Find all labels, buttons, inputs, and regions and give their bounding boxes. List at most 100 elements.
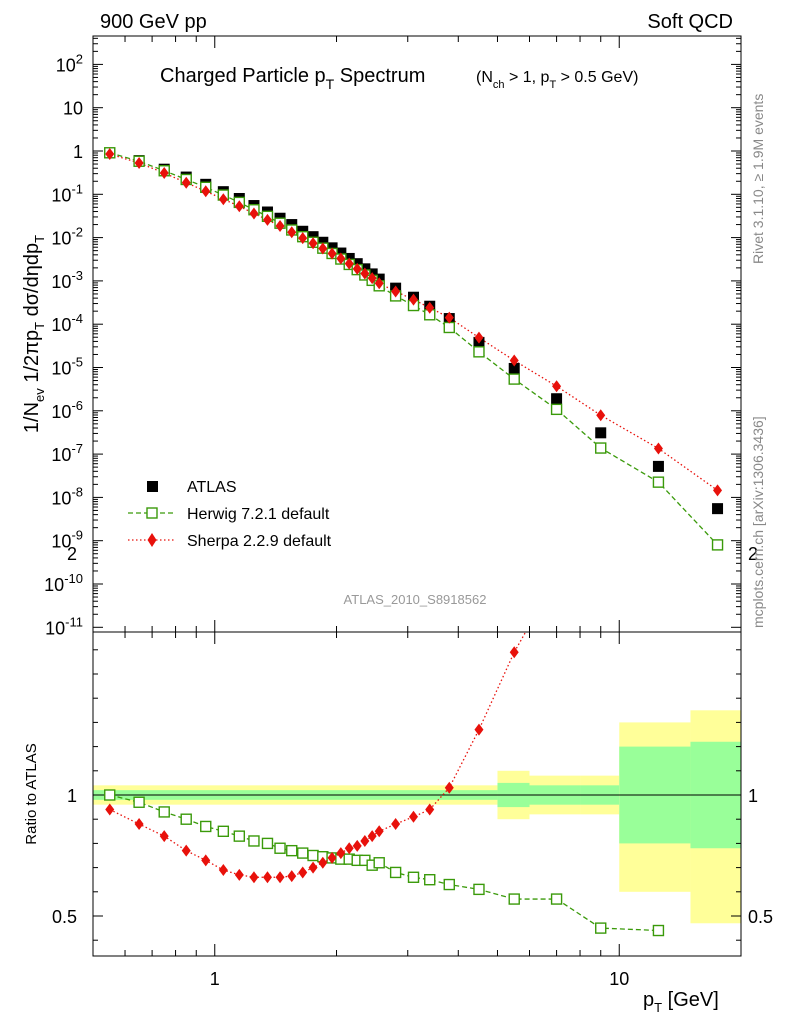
ratio-point-herwig: [274, 842, 286, 854]
main-point-sherpa: [262, 213, 272, 226]
main-panel: 102 10 1 10-1 10-2 10-3 10-4 10-5 10-6 10-7 10-8 10…: [44, 35, 742, 638]
ratio-point-sherpa: [509, 646, 519, 659]
ratio-point-herwig: [104, 789, 116, 801]
main-title: Charged Particle pT Spectrum: [160, 65, 425, 92]
main-point-sherpa: [159, 167, 169, 180]
ratio-point-herwig: [508, 893, 520, 905]
y-tick-label: 1: [73, 142, 83, 162]
main-y-axis-label: 1/Nev 1/2πpT dσ/dηdpT: [21, 235, 47, 433]
y-tick-label: 10-8: [51, 484, 83, 508]
ratio-point-herwig: [595, 922, 607, 934]
y-tick-label: 10-6: [51, 398, 83, 422]
y-tick-label: 10-4: [51, 311, 83, 335]
ratio-point-sherpa: [596, 474, 605, 486]
ratio-y-axis-label: Ratio to ATLAS: [23, 743, 40, 844]
main-subtitle: (Nch > 1, pT > 0.5 GeV): [476, 69, 638, 91]
main-point-sherpa: [134, 156, 144, 169]
main-point-sherpa: [234, 200, 244, 213]
ratio-point-herwig: [473, 883, 485, 896]
main-series-line-2: [109, 153, 718, 491]
main-point-sherpa: [181, 176, 191, 189]
ratio-point-sherpa: [201, 854, 211, 867]
main-point-herwig: [443, 321, 455, 334]
ratio-point-herwig: [407, 871, 420, 883]
main-point-sherpa: [218, 193, 228, 206]
ratio-point-sherpa: [352, 839, 362, 852]
y-tick-label: 10-1: [51, 181, 83, 205]
main-point-sherpa: [298, 232, 308, 245]
rivet-version-label: Rivet 3.1.10, ≥ 1.9M events: [750, 94, 766, 264]
main-point-sherpa: [344, 257, 354, 270]
main-point-sherpa: [425, 301, 435, 314]
main-point-atlas: [317, 236, 329, 248]
main-point-sherpa: [105, 148, 115, 161]
ratio-point-herwig: [652, 924, 665, 937]
y-tick-label: 10-10: [44, 571, 83, 595]
y-tick-label: 102: [56, 51, 83, 75]
main-point-sherpa: [360, 267, 370, 280]
y-tick-label: 10: [63, 99, 83, 119]
ratio-y-tick-label: 1: [67, 786, 77, 806]
main-point-sherpa: [249, 207, 259, 220]
ratio-point-herwig: [158, 806, 170, 818]
ratio-point-sherpa: [474, 723, 484, 736]
y-tick-label: 10-9: [51, 528, 83, 552]
ratio-point-sherpa: [159, 830, 169, 843]
main-point-sherpa: [474, 331, 484, 344]
ratio-point-herwig: [307, 849, 319, 862]
x-tick-label: 1: [210, 969, 220, 989]
ratio-point-sherpa: [287, 870, 297, 883]
main-point-sherpa: [374, 277, 384, 290]
ratio-point-sherpa: [308, 861, 318, 874]
main-point-atlas: [712, 503, 724, 515]
main-point-sherpa: [318, 242, 328, 255]
ratio-point-herwig: [248, 835, 260, 847]
analysis-annotation: ATLAS_2010_S8918562: [344, 592, 487, 607]
ratio-point-herwig: [286, 844, 298, 857]
ratio-y-tick-label-right: 2: [748, 544, 758, 564]
legend-label-sherpa: Sherpa 2.2.9 default: [187, 533, 332, 550]
legend-label-atlas: ATLAS: [187, 479, 237, 496]
main-point-sherpa: [391, 285, 401, 298]
ratio-point-herwig: [233, 830, 246, 842]
ratio-y-tick-label: 0.5: [52, 907, 77, 927]
ratio-point-sherpa: [444, 781, 454, 794]
ratio-point-herwig: [389, 866, 402, 879]
ratio-point-sherpa: [218, 864, 228, 877]
ratio-point-sherpa: [409, 810, 419, 823]
main-point-sherpa: [596, 409, 606, 422]
y-tick-label: 10-3: [51, 268, 83, 292]
legend: ATLAS Herwig 7.2.1 default Sherpa 2.2.9 …: [128, 479, 332, 550]
ratio-point-sherpa: [298, 866, 308, 879]
main-point-sherpa: [327, 247, 337, 260]
ratio-point-sherpa: [367, 830, 377, 843]
ratio-panel: 1 10 0.5 0.5 1 1 2 2: [52, 474, 773, 989]
ratio-point-sherpa: [318, 856, 328, 869]
ratio-point-herwig: [297, 847, 309, 859]
ratio-point-herwig: [373, 857, 385, 869]
ratio-point-sherpa: [105, 803, 115, 816]
ratio-point-sherpa: [391, 818, 401, 831]
x-tick-label: 10: [609, 969, 629, 989]
main-point-herwig: [652, 476, 665, 488]
ratio-point-sherpa: [134, 818, 144, 831]
ratio-point-herwig: [261, 837, 274, 850]
main-point-sherpa: [275, 220, 285, 233]
main-point-herwig: [711, 539, 724, 551]
ratio-y-tick-label-right: 0.5: [748, 907, 773, 927]
ratio-point-sherpa: [249, 871, 259, 884]
legend-marker-sherpa: [147, 533, 157, 547]
ratio-point-sherpa: [327, 851, 337, 864]
main-point-sherpa: [336, 252, 346, 265]
ratio-y-tick-label: 2: [67, 544, 77, 564]
y-tick-label: 10-5: [51, 355, 83, 379]
ratio-point-herwig: [133, 796, 145, 808]
ratio-point-sherpa: [234, 868, 244, 881]
main-point-atlas: [595, 427, 607, 439]
ratio-panel-series: [104, 474, 665, 937]
ratio-point-herwig: [424, 874, 436, 886]
main-point-sherpa: [287, 226, 297, 239]
main-point-sherpa: [552, 380, 562, 393]
main-point-sherpa: [201, 185, 211, 198]
